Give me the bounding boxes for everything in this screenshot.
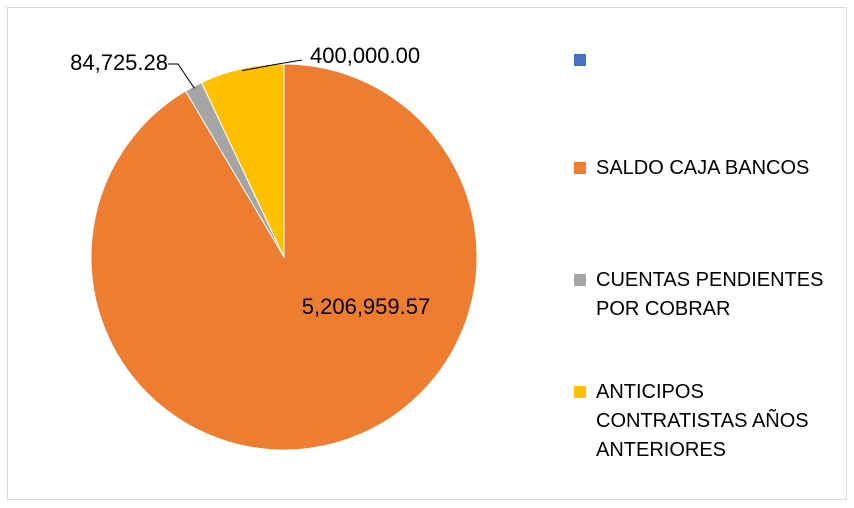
data-label-3: 400,000.00	[310, 43, 420, 68]
legend-label-line: CONTRATISTAS AÑOS	[596, 410, 809, 432]
legend-label-line: ANTICIPOS	[596, 381, 704, 403]
legend-swatch-0	[574, 54, 586, 66]
data-labels: 5,206,959.57 84,725.28 400,000.00	[70, 43, 430, 319]
legend-label-2: CUENTAS PENDIENTES POR COBRAR	[596, 266, 846, 324]
leader-line-3	[242, 59, 303, 72]
legend-swatch-1	[574, 162, 586, 174]
data-label-2: 84,725.28	[70, 50, 168, 75]
legend-label-line: POR COBRAR	[596, 298, 731, 320]
legend-label-line: CUENTAS PENDIENTES	[596, 269, 824, 291]
leader-line-2	[168, 63, 195, 89]
data-label-1: 5,206,959.57	[302, 294, 430, 319]
legend-swatch-3	[574, 386, 586, 398]
chart-legend: SALDO CAJA BANCOS CUENTAS PENDIENTES POR C…	[574, 0, 844, 508]
legend-swatch-2	[574, 274, 586, 286]
legend-label-line: SALDO CAJA BANCOS	[596, 157, 810, 179]
pie-slices	[90, 63, 478, 451]
legend-label-3: ANTICIPOS CONTRATISTAS AÑOS ANTERIORES	[596, 378, 846, 465]
pie-slice-3	[200, 63, 285, 258]
legend-label-1: SALDO CAJA BANCOS	[596, 154, 846, 183]
legend-label-line: ANTERIORES	[596, 439, 727, 461]
leader-lines	[168, 59, 303, 89]
